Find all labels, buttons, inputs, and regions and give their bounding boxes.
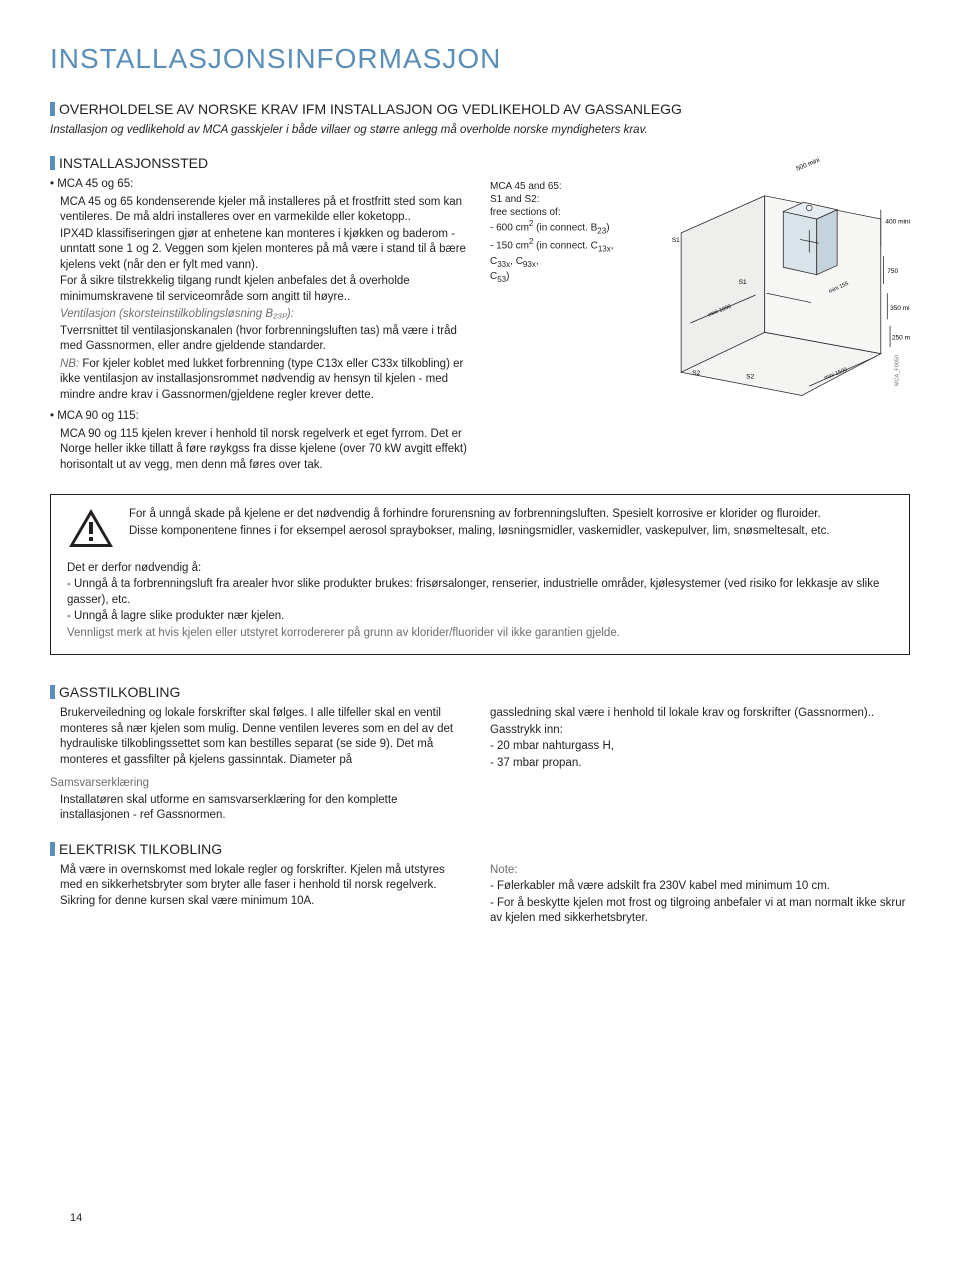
gas-sub-body: Installatøren skal utforme en samsvarser… (50, 793, 463, 824)
mca45-bullet: • MCA 45 og 65: (50, 177, 470, 193)
compliance-section: OVERHOLDELSE AV NORSKE KRAV IFM INSTALLA… (50, 100, 910, 138)
mca90-bullet: • MCA 90 og 115: (50, 409, 470, 425)
warning-icon (67, 507, 115, 555)
install-p2: IPX4D klassifiseringen gjør at enhetene … (50, 227, 470, 274)
dim-400: 400 mini (885, 219, 910, 226)
install-heading: INSTALLASJONSSTED (50, 154, 470, 173)
label-s1: S1 (672, 237, 680, 244)
dim-350: 350 mini (890, 305, 910, 312)
install-p1: MCA 45 og 65 kondenserende kjeler må ins… (50, 195, 470, 226)
install-left-col: INSTALLASJONSSTED • MCA 45 og 65: MCA 45… (50, 154, 470, 474)
warn-p2: Disse komponentene finnes i for eksempel… (67, 524, 893, 540)
electric-left: Må være in overnskomst med lokale regler… (50, 863, 470, 910)
note2: - For å beskytte kjelen mot frost og til… (490, 896, 910, 927)
vent-body: Tverrsnittet til ventilasjonskanalen (hv… (50, 324, 470, 355)
accent-bar (50, 156, 55, 170)
page-title: INSTALLASJONSINFORMASJON (50, 40, 910, 78)
electric-section: ELEKTRISK TILKOBLING Må være in overnsko… (50, 840, 910, 928)
label-s2a: S2 (692, 370, 700, 377)
dim-250: 250 mini (892, 335, 910, 342)
warning-box: For å unngå skade på kjelene er det nødv… (50, 494, 910, 655)
gas-sub-heading: Samsvarserklæring (50, 776, 910, 792)
dim-750: 750 (887, 268, 898, 275)
gas-r1: gassledning skal være i henhold til loka… (490, 706, 910, 722)
install-right-col: MCA 45 and 65: S1 and S2: free sections … (490, 154, 910, 474)
warn-p3: Det er derfor nødvendig å: (67, 561, 893, 577)
label-s2b: S2 (746, 374, 754, 381)
nb-line: NB: For kjeler koblet med lukket forbren… (50, 357, 470, 404)
gas-section: GASSTILKOBLING Brukerveiledning og lokal… (50, 683, 910, 824)
diagram-ref: MCA_F0050 (894, 355, 900, 386)
label-s1b: S1 (739, 279, 747, 286)
page-number: 14 (70, 1211, 82, 1226)
spec-caption: MCA 45 and 65: S1 and S2: free sections … (490, 180, 630, 406)
warn-p5: - Unngå å lagre slike produkter nær kjel… (67, 609, 893, 625)
gas-r2: Gasstrykk inn: (490, 723, 910, 739)
electric-heading: ELEKTRISK TILKOBLING (50, 840, 910, 859)
note1: - Følerkabler må være adskilt fra 230V k… (490, 879, 910, 895)
accent-bar (50, 842, 55, 856)
note-label: Note: (490, 863, 910, 879)
compliance-sub: Installasjon og vedlikehold av MCA gassk… (50, 123, 910, 139)
dim-500: 500 mini (795, 157, 820, 173)
warn-p6: Vennligst merk at hvis kjelen eller utst… (67, 626, 893, 642)
gas-r4: - 37 mbar propan. (490, 756, 910, 772)
accent-bar (50, 102, 55, 116)
clearance-diagram: S1 S1 S2 S2 500 mini 400 mini 750 mini 1… (638, 154, 910, 414)
install-p3: For å sikre tilstrekkelig tilgang rundt … (50, 274, 470, 305)
install-p4: MCA 90 og 115 kjelen krever i henhold ti… (50, 427, 470, 474)
accent-bar (50, 685, 55, 699)
gas-heading: GASSTILKOBLING (50, 683, 910, 702)
compliance-heading: OVERHOLDELSE AV NORSKE KRAV IFM INSTALLA… (50, 100, 910, 119)
warn-p1: For å unngå skade på kjelene er det nødv… (67, 507, 893, 523)
warn-p4: - Unngå å ta forbrenningsluft fra areale… (67, 577, 893, 608)
vent-label: Ventilasjon (skorsteinstilkoblingsløsnin… (50, 307, 470, 323)
gas-left: Brukerveiledning og lokale forskrifter s… (50, 706, 470, 768)
gas-r3: - 20 mbar nahturgass H, (490, 739, 910, 755)
